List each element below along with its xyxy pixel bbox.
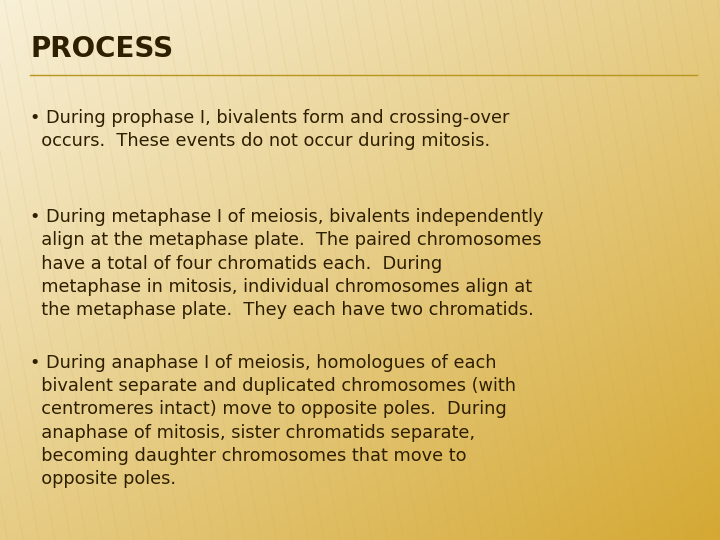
Text: PROCESS: PROCESS bbox=[30, 35, 174, 63]
Text: • During anaphase I of meiosis, homologues of each
  bivalent separate and dupli: • During anaphase I of meiosis, homologu… bbox=[30, 354, 516, 488]
Text: • During metaphase I of meiosis, bivalents independently
  align at the metaphas: • During metaphase I of meiosis, bivalen… bbox=[30, 208, 544, 319]
Text: • During prophase I, bivalents form and crossing-over
  occurs.  These events do: • During prophase I, bivalents form and … bbox=[30, 109, 510, 151]
